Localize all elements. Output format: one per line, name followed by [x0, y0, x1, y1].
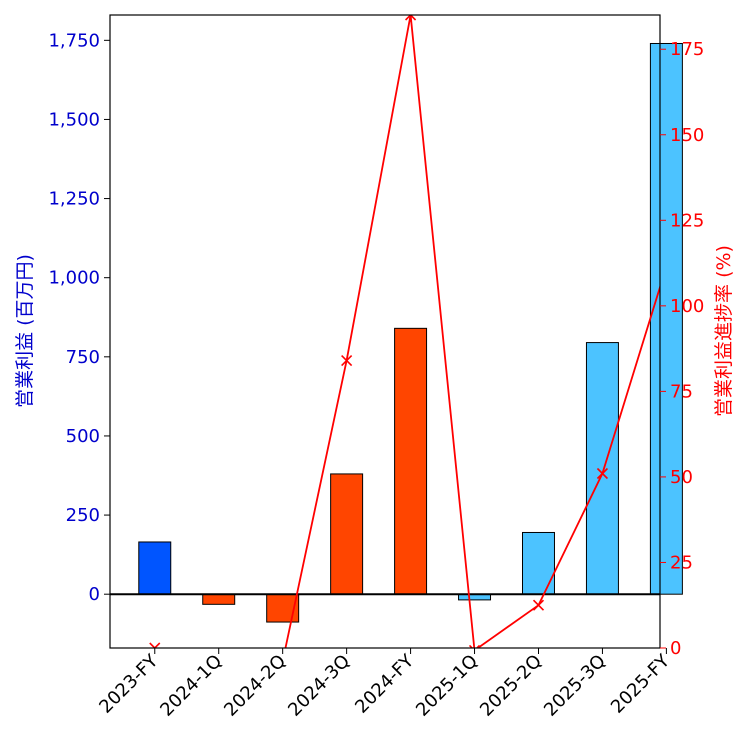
- x-tick-label: 2025-FY: [607, 650, 675, 718]
- x-tick-label: 2023-FY: [95, 650, 163, 718]
- right-tick-label: 175: [670, 39, 704, 60]
- bar-2024-FY: [394, 327, 428, 595]
- bar-2025-FY: [649, 42, 683, 595]
- left-tick-label: 1,000: [48, 268, 100, 289]
- bar-2025-3Q: [585, 342, 619, 595]
- right-tick-label: 50: [670, 467, 693, 488]
- right-tick-label: 100: [670, 296, 704, 317]
- right-tick-label: 150: [670, 125, 704, 146]
- left-tick-label: 1,250: [48, 189, 100, 210]
- left-tick-label: 1,750: [48, 30, 100, 51]
- progress-marker-2025-3Q: [596, 467, 609, 480]
- progress-marker-2025-2Q: [532, 599, 545, 611]
- bar-series: [138, 42, 683, 623]
- x-axis: 2023-FY2024-1Q2024-2Q2024-3Q2024-FY2025-…: [95, 648, 675, 721]
- left-tick-label: 750: [66, 347, 100, 368]
- left-tick-label: 500: [66, 426, 100, 447]
- x-tick-label: 2025-2Q: [476, 651, 546, 721]
- marker-stroke: [475, 644, 481, 648]
- plot-frame: [109, 14, 661, 649]
- bar-2023-FY: [138, 541, 172, 595]
- right-tick-label: 75: [670, 381, 693, 402]
- left-tick-label: 250: [66, 505, 100, 526]
- left-axis-label: 営業利益 (百万円): [14, 254, 36, 408]
- progress-marker-2025-1Q: [468, 644, 481, 648]
- right-tick-label: 0: [670, 638, 681, 659]
- marker-stroke: [596, 467, 609, 480]
- marker-stroke: [409, 15, 417, 21]
- progress-marker-2024-FY: [405, 15, 417, 21]
- marker-stroke: [149, 642, 156, 648]
- right-tick-label: 25: [670, 552, 693, 573]
- x-tick-label: 2024-FY: [351, 650, 419, 718]
- marker-stroke: [405, 15, 412, 21]
- left-axis: 0 250 500 750 1,000 1,250 1,500 1,750: [48, 30, 110, 605]
- marker-stroke: [341, 355, 353, 367]
- x-tick-label: 2024-2Q: [220, 651, 290, 721]
- x-tick-label: 2025-3Q: [540, 651, 610, 721]
- bar-2025-2Q: [522, 531, 555, 595]
- progress-marker-2023-FY: [149, 642, 161, 648]
- right-axis: 0 25 50 75 100 125 150 175: [660, 39, 704, 659]
- x-tick-label: 2025-1Q: [412, 651, 482, 721]
- progress-line-series: [149, 15, 660, 648]
- left-tick-label: 1,500: [48, 109, 100, 130]
- right-tick-label: 125: [670, 210, 704, 231]
- right-axis-label: 営業利益進捗率 (%): [713, 245, 735, 417]
- left-tick-label: 0: [89, 584, 100, 605]
- marker-stroke: [468, 644, 474, 648]
- x-tick-label: 2024-1Q: [156, 651, 226, 721]
- progress-marker-2024-3Q: [341, 355, 353, 367]
- marker-stroke: [532, 599, 545, 611]
- bar-2024-1Q: [202, 593, 236, 605]
- bar-2024-3Q: [330, 473, 364, 595]
- x-tick-label: 2024-3Q: [284, 651, 354, 721]
- marker-stroke: [153, 642, 161, 648]
